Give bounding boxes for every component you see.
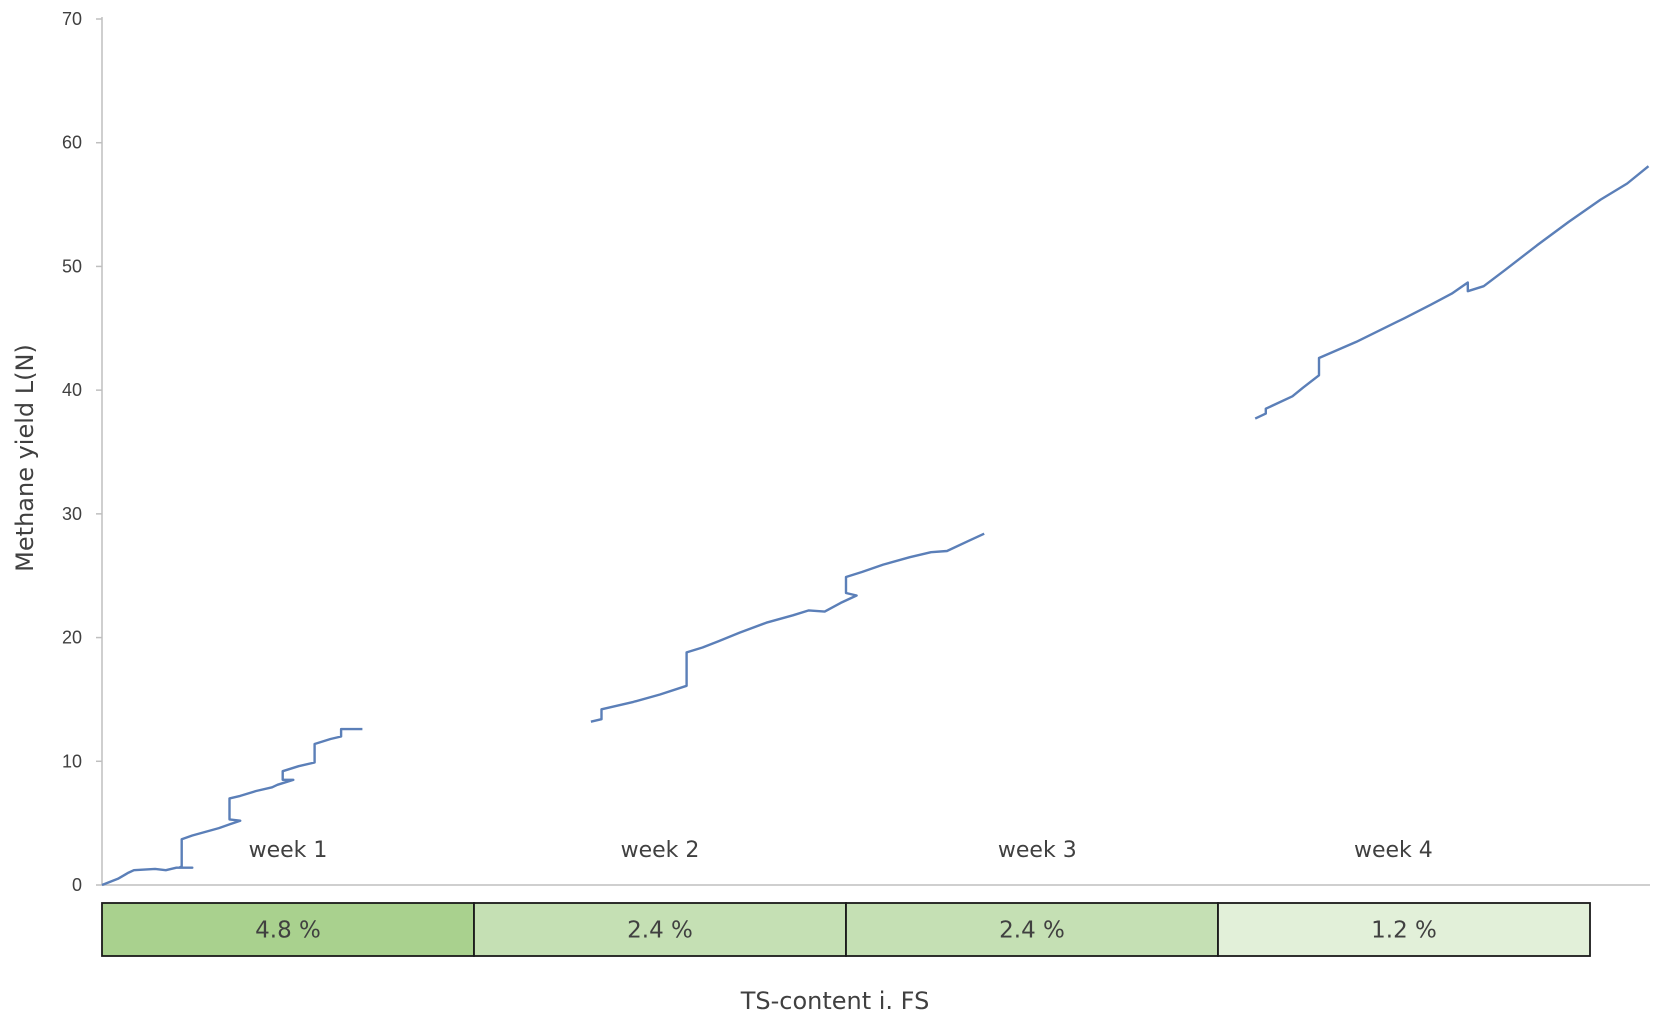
series-line-week-2 <box>590 532 985 723</box>
y-tick-label: 60 <box>62 133 82 153</box>
y-tick-label: 50 <box>62 256 82 276</box>
series-line-week-1 <box>101 727 363 887</box>
y-axis-title: Methane yield L(N) <box>11 344 39 572</box>
y-tick-label: 30 <box>62 504 82 524</box>
y-tick-label: 0 <box>72 875 82 895</box>
week-label-1: week 1 <box>249 838 328 863</box>
x-axis-title: TS-content i. FS <box>740 987 930 1015</box>
series-group <box>101 165 1650 887</box>
series-line-week-3 <box>1254 165 1650 420</box>
y-tick-label: 10 <box>62 751 82 771</box>
ts-band-label-1: 4.8 % <box>255 918 321 944</box>
y-tick-label: 40 <box>62 380 82 400</box>
y-tick-label: 70 <box>62 9 82 29</box>
ts-content-bands: 4.8 % 2.4 % 2.4 % 1.2 % <box>101 902 1591 957</box>
ts-band-label-3: 2.4 % <box>999 918 1065 944</box>
ts-band-4 <box>1217 902 1591 957</box>
y-tick-label: 20 <box>62 628 82 648</box>
ts-band-label-2: 2.4 % <box>627 918 693 944</box>
week-label-3: week 3 <box>998 838 1077 863</box>
ts-band-1 <box>101 902 475 957</box>
axes: 0 10 20 30 40 50 60 70 <box>62 9 1650 895</box>
ts-band-label-4: 1.2 % <box>1371 918 1437 944</box>
week-label-2: week 2 <box>621 838 700 863</box>
week-label-4: week 4 <box>1354 838 1433 863</box>
ts-band-2 <box>473 902 847 957</box>
week-labels: week 1 week 2 week 3 week 4 <box>249 838 1433 863</box>
